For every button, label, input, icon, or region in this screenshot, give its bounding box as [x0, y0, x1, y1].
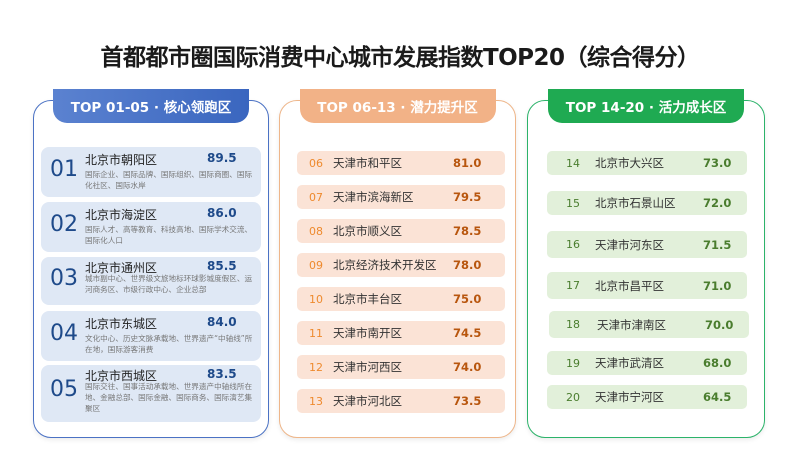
ranking-row: 08 北京市顺义区 78.5	[297, 219, 505, 243]
panel-header-vitality-growth: TOP 14-20 · 活力成长区	[548, 89, 744, 123]
district-description: 国际企业、国际品牌、国际组织、国际商圈、国际化社区、国际水岸	[85, 170, 253, 190]
ranking-row: 14 北京市大兴区 73.0	[547, 151, 747, 175]
ranking-card: 04 北京市东城区 84.0 文化中心、历史文脉承载地、世界遗产“中轴线”所在地…	[41, 311, 261, 361]
rank-number: 15	[566, 196, 580, 210]
district-name: 北京市石景山区	[595, 196, 676, 210]
district-name: 天津市河北区	[333, 394, 402, 408]
district-name: 北京市朝阳区	[85, 153, 158, 167]
score-value: 84.0	[207, 315, 237, 329]
score-value: 64.5	[703, 390, 732, 404]
score-value: 86.0	[207, 206, 237, 220]
district-name: 北京市丰台区	[333, 292, 402, 306]
rank-number: 16	[566, 238, 580, 251]
district-name: 北京市西城区	[85, 369, 158, 383]
district-name: 天津市宁河区	[595, 390, 664, 404]
rank-number: 03	[50, 266, 78, 291]
rank-number: 02	[50, 212, 78, 237]
ranking-row: 10 北京市丰台区 75.0	[297, 287, 505, 311]
district-name: 天津市和平区	[333, 156, 402, 170]
ranking-row: 17 北京市昌平区 71.0	[547, 272, 747, 299]
ranking-card: 01 北京市朝阳区 89.5 国际企业、国际品牌、国际组织、国际商圈、国际化社区…	[41, 147, 261, 197]
district-name: 天津市南开区	[333, 326, 402, 340]
ranking-row: 12 天津市河西区 74.0	[297, 355, 505, 379]
page-title: 首都都市圈国际消费中心城市发展指数TOP20（综合得分）	[100, 45, 700, 71]
district-description: 城市副中心、世界级文旅地标环球影城度假区、运河商务区、市级行政中心、企业总部	[85, 274, 253, 294]
panel-vitality-growth: TOP 14-20 · 活力成长区 14 北京市大兴区 73.0 15 北京市石…	[527, 89, 765, 438]
ranking-card: 02 北京市海淀区 86.0 国际人才、高等教育、科技高地、国际学术交流、国际化…	[41, 202, 261, 252]
panel-potential-improvement: TOP 06-13 · 潜力提升区 06 天津市和平区 81.0 07 天津市滨…	[279, 89, 516, 438]
district-description: 国际交往、国事活动承载地、世界遗产中轴线所在地、金融总部、国际金融、国际商务、国…	[85, 382, 253, 413]
rank-number: 11	[309, 326, 323, 340]
district-name: 北京市海淀区	[85, 208, 158, 222]
ranking-row: 18 天津市津南区 70.0	[549, 311, 749, 338]
rank-number: 06	[309, 156, 323, 170]
ranking-row: 06 天津市和平区 81.0	[297, 151, 505, 175]
rank-number: 10	[309, 292, 323, 306]
rank-number: 18	[566, 318, 580, 331]
district-name: 天津市滨海新区	[333, 190, 414, 204]
score-value: 75.0	[453, 292, 482, 306]
rank-number: 13	[309, 394, 323, 408]
score-value: 89.5	[207, 151, 237, 165]
score-value: 71.5	[703, 237, 732, 252]
score-value: 85.5	[207, 259, 237, 273]
score-value: 73.5	[453, 394, 482, 408]
score-value: 71.0	[703, 278, 732, 293]
panel-header-potential-improvement: TOP 06-13 · 潜力提升区	[299, 89, 496, 123]
ranking-row: 13 天津市河北区 73.5	[297, 389, 505, 413]
rank-number: 09	[309, 258, 323, 272]
score-value: 73.0	[703, 156, 732, 170]
district-name: 天津市津南区	[597, 317, 666, 332]
rank-number: 19	[566, 356, 580, 370]
rank-number: 01	[50, 157, 78, 182]
ranking-card: 03 北京市通州区 85.5 城市副中心、世界级文旅地标环球影城度假区、运河商务…	[41, 257, 261, 305]
district-name: 天津市河东区	[595, 237, 664, 252]
district-description: 国际人才、高等教育、科技高地、国际学术交流、国际化人口	[85, 225, 253, 245]
score-value: 81.0	[453, 156, 482, 170]
rank-number: 07	[309, 190, 323, 204]
ranking-row: 20 天津市宁河区 64.5	[547, 385, 747, 409]
score-value: 70.0	[705, 317, 734, 332]
district-name: 天津市武清区	[595, 356, 664, 370]
rank-number: 14	[566, 156, 580, 170]
ranking-row: 16 天津市河东区 71.5	[547, 231, 747, 258]
score-value: 83.5	[207, 367, 237, 381]
rank-number: 08	[309, 224, 323, 238]
ranking-row: 07 天津市滨海新区 79.5	[297, 185, 505, 209]
district-name: 北京市通州区	[85, 261, 158, 275]
ranking-row: 11 天津市南开区 74.5	[297, 321, 505, 345]
rank-number: 20	[566, 390, 580, 404]
district-name: 北京市大兴区	[595, 156, 664, 170]
score-value: 79.5	[453, 190, 482, 204]
score-value: 78.5	[453, 224, 482, 238]
score-value: 74.5	[453, 326, 482, 340]
district-name: 北京市东城区	[85, 317, 158, 331]
score-value: 72.0	[703, 196, 732, 210]
score-value: 74.0	[453, 360, 482, 374]
ranking-row: 19 天津市武清区 68.0	[547, 351, 747, 375]
rank-number: 04	[50, 321, 78, 346]
ranking-row: 09 北京经济技术开发区 78.0	[297, 253, 505, 277]
district-name: 天津市河西区	[333, 360, 402, 374]
district-name: 北京市昌平区	[595, 278, 664, 293]
rank-number: 17	[566, 279, 580, 292]
district-name: 北京市顺义区	[333, 224, 402, 238]
panel-header-core-leading: TOP 01-05 · 核心领跑区	[53, 89, 249, 123]
district-name: 北京经济技术开发区	[333, 258, 437, 272]
panel-core-leading: TOP 01-05 · 核心领跑区 01 北京市朝阳区 89.5 国际企业、国际…	[33, 89, 269, 438]
rank-number: 05	[50, 377, 78, 402]
score-value: 78.0	[453, 258, 482, 272]
rank-number: 12	[309, 360, 323, 374]
ranking-row: 15 北京市石景山区 72.0	[547, 191, 747, 215]
district-description: 文化中心、历史文脉承载地、世界遗产“中轴线”所在地，国际游客消费	[85, 334, 253, 354]
score-value: 68.0	[703, 356, 732, 370]
ranking-card: 05 北京市西城区 83.5 国际交往、国事活动承载地、世界遗产中轴线所在地、金…	[41, 365, 261, 422]
